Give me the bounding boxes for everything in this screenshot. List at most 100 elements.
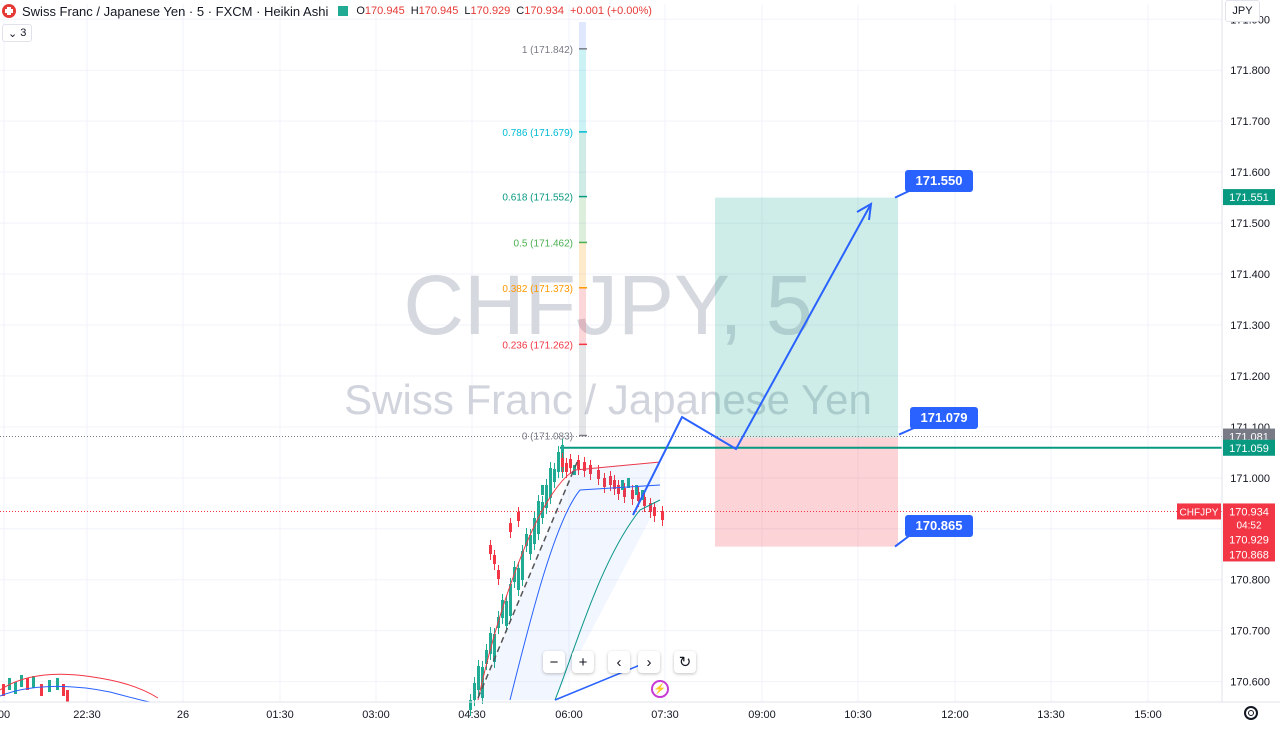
currency-selector[interactable]: JPY (1225, 0, 1260, 22)
price-tick-label: 170.700 (1230, 626, 1270, 638)
price-tick-label: 171.400 (1230, 269, 1270, 281)
ohlc-high: H170.945 (410, 5, 459, 17)
band-middle-left (0, 685, 151, 703)
candle (541, 485, 544, 495)
time-tick-label: 04:30 (458, 709, 486, 721)
time-tick-label: 00 (0, 709, 10, 721)
candle (635, 485, 638, 495)
candle (627, 478, 630, 488)
entry-price-label-box[interactable] (910, 407, 978, 429)
scroll-right-button[interactable]: › (638, 651, 660, 673)
fib-band (579, 131, 586, 197)
fib-level-label: 0.382 (171.373) (502, 284, 573, 295)
fib-level-label: 0.618 (171.552) (502, 193, 573, 204)
fib-level-label: 1 (171.842) (522, 45, 573, 56)
price-tick-label: 171.000 (1230, 473, 1270, 485)
forecast-arrow-head (856, 202, 873, 221)
time-tick-label: 22:30 (73, 709, 101, 721)
last-price-value: 170.934 (1229, 506, 1269, 518)
watermark-name: Swiss Franc / Japanese Yen (344, 376, 872, 423)
reset-chart-button[interactable]: ↻ (674, 651, 696, 673)
candle (549, 478, 552, 488)
candle (66, 690, 69, 702)
candle (2, 684, 5, 696)
candle (26, 678, 29, 690)
ohlc-low: L170.929 (464, 5, 511, 17)
price-tick-label: 171.500 (1230, 218, 1270, 230)
zoom-in-button[interactable]: + (572, 651, 594, 673)
price-label: 171.551 (1229, 192, 1269, 204)
fib-band (579, 48, 586, 132)
band-upper (477, 461, 661, 701)
fib-band (579, 242, 586, 288)
price-tick-label: 171.300 (1230, 320, 1270, 332)
target-connector (894, 190, 910, 199)
scroll-left-button[interactable]: ‹ (608, 651, 630, 673)
ohlc-change: +0.001 (+0.00%) (570, 5, 652, 17)
trend-line (477, 459, 579, 699)
candle (557, 460, 560, 470)
candle (56, 678, 59, 690)
fib-level-label: 0.786 (171.679) (502, 128, 573, 139)
stop-price-label-box[interactable] (905, 515, 973, 537)
ohlc-open: O170.945 (356, 5, 405, 17)
candle (40, 684, 43, 696)
price-tick-label: 171.600 (1230, 167, 1270, 179)
ohlc-close: C170.934 (516, 5, 565, 17)
time-tick-label: 26 (177, 709, 189, 721)
fib-band (579, 196, 586, 243)
indicator-count: 3 (20, 27, 27, 39)
settings-gear-icon[interactable] (1244, 706, 1258, 720)
candle (14, 682, 17, 694)
market-open-icon (338, 6, 349, 16)
indicators-collapse-button[interactable]: ⌄ 3 (2, 24, 33, 42)
candle (621, 480, 624, 490)
entry-connector (898, 427, 915, 436)
fib-band (579, 22, 586, 49)
target-price-label-box[interactable] (905, 170, 973, 192)
fib-band (579, 344, 586, 436)
band-fill (478, 462, 660, 700)
price-tick-label: 170.600 (1230, 677, 1270, 689)
symbol-title[interactable]: Swiss Franc / Japanese Yen · 5 · FXCM · … (22, 3, 329, 19)
chevron-down-icon: ⌄ (8, 27, 21, 40)
candle (62, 684, 65, 696)
band-upper-left (0, 673, 159, 699)
candle (553, 470, 556, 480)
lightning-icon[interactable]: ⚡ (651, 680, 669, 698)
forecast-path[interactable] (632, 203, 872, 516)
target-price-label[interactable]: 171.550 (916, 173, 963, 188)
price-label-box (1223, 439, 1275, 456)
fib-level-label: 0.5 (171.462) (514, 238, 574, 249)
time-tick-label: 13:30 (1037, 709, 1065, 721)
time-tick-label: 06:00 (555, 709, 583, 721)
last-price-box (1223, 503, 1275, 562)
band-lower (554, 499, 661, 701)
zoom-out-button[interactable]: − (543, 651, 565, 673)
time-tick-label: 12:00 (941, 709, 969, 721)
price-label: 171.059 (1229, 443, 1269, 455)
time-tick-label: 10:30 (844, 709, 872, 721)
price-tick-label: 171.200 (1230, 371, 1270, 383)
time-tick-label: 15:00 (1134, 709, 1162, 721)
target-zone (715, 197, 898, 438)
watermark-symbol: CHFJPY, 5 (403, 258, 812, 352)
candle (20, 675, 23, 687)
price-tick-label: 171.800 (1230, 65, 1270, 77)
fib-band (579, 287, 586, 345)
time-tick-label: 01:30 (266, 709, 294, 721)
entry-price-label[interactable]: 171.079 (921, 410, 968, 425)
bid-price: 170.929 (1229, 534, 1269, 546)
symbol-tag: CHFJPY (1180, 507, 1219, 518)
fib-level-label: 0 (171.083) (522, 432, 573, 443)
stop-zone (715, 437, 898, 547)
price-tick-label: 170.800 (1230, 575, 1270, 587)
bar-countdown: 04:52 (1236, 520, 1261, 531)
price-tick-label: 171.700 (1230, 116, 1270, 128)
stop-price-label[interactable]: 170.865 (916, 518, 963, 533)
time-tick-label: 09:00 (748, 709, 776, 721)
candle (32, 676, 35, 688)
fib-level-label: 0.236 (171.262) (502, 340, 573, 351)
time-tick-label: 03:00 (362, 709, 390, 721)
